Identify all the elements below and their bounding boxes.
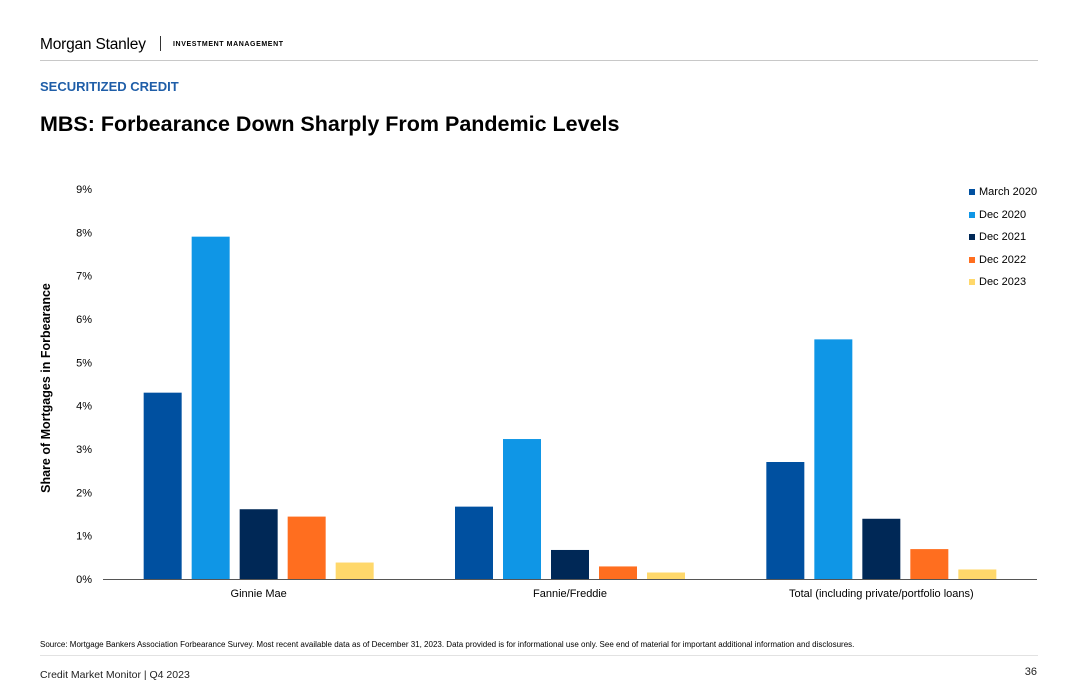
legend-label: Dec 2020 <box>979 208 1027 221</box>
bar-1-1 <box>143 392 182 579</box>
y-tick-label: 4% <box>76 401 92 413</box>
bar-3-3 <box>862 518 901 579</box>
bar-2-4 <box>599 566 637 579</box>
legend-item: March 2020 <box>969 181 1037 204</box>
x-category-label: Total (including private/portfolio loans… <box>789 588 974 600</box>
chart-legend: March 2020 Dec 2020 Dec 2021 Dec 2022 Dec 20… <box>969 181 1037 294</box>
y-tick-label: 3% <box>76 444 92 456</box>
forbearance-bar-chart: 0% 1% 2% 3% 4% 5% 6% 7% 8% 9% Share of Mortgages i… <box>39 184 1037 600</box>
y-tick-label: 7% <box>76 271 92 283</box>
legend-item: Dec 2023 <box>969 271 1037 294</box>
legend-item: Dec 2021 <box>969 226 1037 249</box>
page-number: 36 <box>1024 666 1037 678</box>
legend-item: Dec 2020 <box>969 204 1037 227</box>
company-logo: Morgan Stanley <box>40 36 146 53</box>
legend-label: Dec 2022 <box>979 253 1027 266</box>
y-axis-title: Share of Mortgages in Forbearance <box>39 283 53 493</box>
y-tick-label: 1% <box>76 531 92 543</box>
bar-2-5 <box>647 572 685 579</box>
division-label: INVESTMENT MANAGEMENT <box>173 41 284 48</box>
legend-label: Dec 2023 <box>979 276 1027 289</box>
bar-1-3 <box>239 509 278 579</box>
bar-3-1 <box>766 462 805 579</box>
logo-separator <box>160 36 161 51</box>
footer-divider <box>40 655 1038 656</box>
legend-label: Dec 2021 <box>979 231 1027 244</box>
source-note: Source: Mortgage Bankers Association For… <box>40 640 855 649</box>
y-tick-label: 9% <box>76 184 92 196</box>
bar-1-4 <box>287 516 326 579</box>
y-tick-label: 6% <box>76 314 92 326</box>
legend-swatch <box>969 211 975 218</box>
legend-swatch <box>969 256 975 263</box>
legend-swatch <box>969 189 975 196</box>
y-tick-label: 5% <box>76 357 92 369</box>
legend-swatch <box>969 234 975 241</box>
bar-2-1 <box>455 506 493 579</box>
bar-3-2 <box>814 339 853 579</box>
page-title: MBS: Forbearance Down Sharply From Pande… <box>40 112 620 136</box>
header-bar: Morgan Stanley INVESTMENT MANAGEMENT <box>40 36 1038 61</box>
y-tick-label: 8% <box>76 227 92 239</box>
legend-label: March 2020 <box>979 186 1038 199</box>
bar-2-3 <box>551 549 589 579</box>
footer-publication: Credit Market Monitor | Q4 2023 <box>40 669 190 681</box>
x-category-label: Fannie/Freddie <box>533 588 607 600</box>
bar-3-4 <box>910 549 949 579</box>
y-tick-label: 0% <box>76 574 92 586</box>
bar-2-2 <box>503 439 541 579</box>
section-label: SECURITIZED CREDIT <box>40 79 179 94</box>
bar-1-5 <box>335 562 374 579</box>
bar-1-2 <box>191 236 230 579</box>
legend-swatch <box>969 279 975 286</box>
x-category-label: Ginnie Mae <box>231 588 287 600</box>
y-tick-label: 2% <box>76 487 92 499</box>
legend-item: Dec 2022 <box>969 249 1037 272</box>
bar-3-5 <box>958 569 997 579</box>
